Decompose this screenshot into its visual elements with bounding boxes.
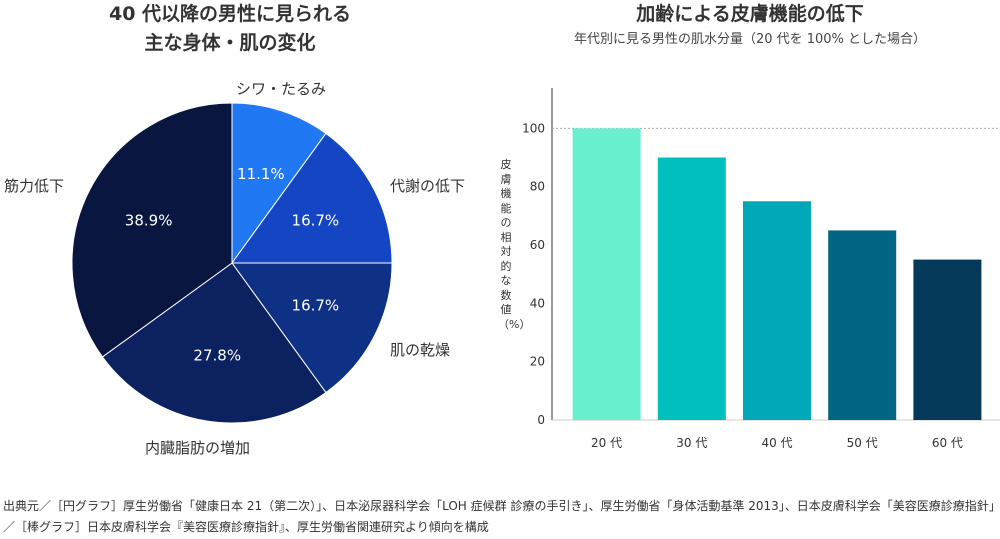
pie-slice-1 [231, 132, 393, 264]
bar-chart-title: 加齢による皮膚機能の低下 [636, 3, 864, 25]
pie-slice-2 [231, 262, 393, 394]
pie-value-label-1: 16.7% [292, 211, 340, 229]
bar-y-tick-1: 20 [530, 355, 545, 369]
bar-y-tick-5: 100 [522, 121, 545, 135]
bar-0 [572, 128, 641, 420]
bar-y-tick-2: 40 [530, 296, 545, 310]
pie-chart: 11.1% 16.7% 16.7% 27.8% 38.9% [71, 102, 393, 424]
bar-3 [828, 230, 897, 420]
pie-value-label-0: 11.1% [237, 165, 285, 183]
pie-slice-3 [101, 262, 327, 424]
pie-chart-title-line1: 40 代以降の男性に見られる [108, 3, 352, 25]
pie-slice-4 [71, 102, 233, 358]
bar-x-label-0: 20 代 [591, 436, 622, 450]
bar-x-label-2: 40 代 [761, 436, 792, 450]
pie-label-visceral-fat: 内臓脂肪の増加 [145, 439, 251, 457]
pie-value-label-2: 16.7% [292, 297, 340, 315]
pie-label-dry-skin: 肌の乾燥 [390, 341, 451, 359]
bar-x-label-3: 50 代 [847, 436, 878, 450]
bar-x-label-4: 60 代 [932, 436, 963, 450]
bar-y-tick-0: 0 [537, 413, 545, 427]
bar-y-tick-4: 80 [530, 180, 545, 194]
bar-chart-subtitle: 年代別に見る男性の肌水分量（20 代を 100% とした場合） [573, 32, 927, 47]
bar-2 [743, 201, 811, 420]
pie-label-metabolism: 代謝の低下 [390, 177, 466, 195]
bar-y-tick-3: 60 [530, 238, 545, 252]
pie-chart-title-line2: 主な身体・肌の変化 [144, 32, 316, 54]
bar-1 [657, 157, 726, 420]
pie-chart-title: 40 代以降の男性に見られる 主な身体・肌の変化 [60, 0, 400, 58]
bar-chart-ylabel: 皮膚機能の相対的な数値（%） [498, 158, 531, 331]
bar-x-label-1: 30 代 [676, 436, 707, 450]
bar-4 [913, 259, 982, 420]
pie-label-wrinkles: シワ・たるみ [236, 80, 327, 98]
pie-label-muscle: 筋力低下 [4, 177, 65, 195]
pie-value-label-3: 27.8% [193, 346, 241, 364]
bar-chart: 0 20 40 60 80 100 20 代 30 代 40 代 50 代 60 代 [522, 88, 1000, 450]
pie-slice-0 [231, 102, 327, 265]
source-note: 出典元／［円グラフ］厚生労働省「健康日本 21（第二次）」、日本泌尿器科学会「L… [3, 499, 995, 534]
pie-value-label-4: 38.9% [125, 211, 173, 229]
